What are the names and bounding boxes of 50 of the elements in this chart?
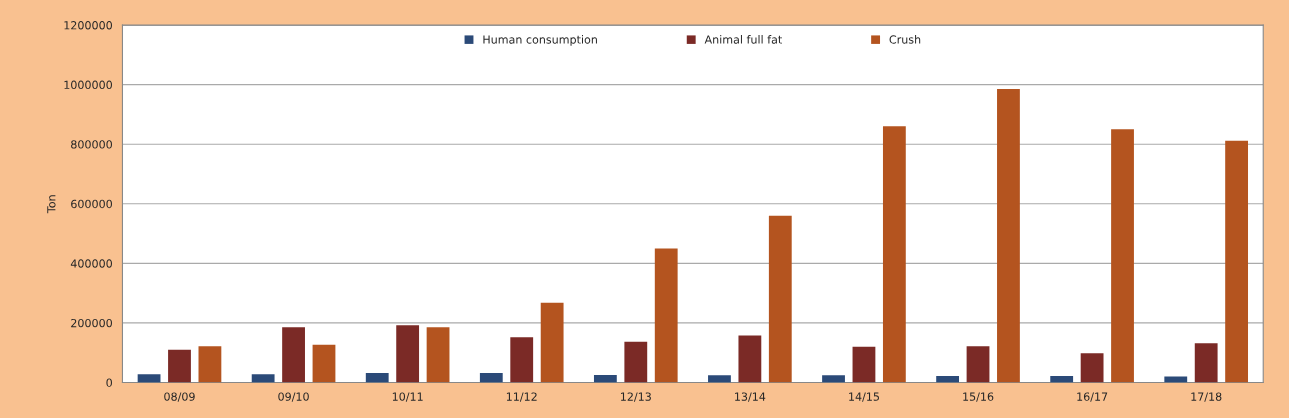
y-tick-label: 400000 [70, 259, 112, 268]
bar [768, 215, 792, 383]
bar [822, 375, 845, 383]
bar [1194, 343, 1218, 383]
bar [479, 372, 503, 383]
legend-label: Crush [889, 35, 921, 44]
bar [624, 341, 648, 383]
bar [997, 89, 1020, 383]
bar [1111, 129, 1134, 383]
bar [654, 248, 678, 383]
x-tick-label: 17/18 [1191, 392, 1222, 402]
x-tick-label: 12/13 [621, 392, 651, 402]
x-tick-label: 14/15 [849, 392, 879, 402]
bar [1050, 375, 1074, 383]
x-tick-label: 16/17 [1077, 392, 1108, 402]
legend-label: Human consumption [483, 35, 597, 46]
bar [426, 327, 450, 383]
y-axis-title: Ton [47, 195, 56, 214]
bar [365, 372, 389, 383]
x-tick-label: 13/14 [735, 392, 766, 402]
bar [540, 302, 564, 383]
bar [936, 375, 960, 383]
bar [168, 349, 191, 383]
y-tick-label: 600000 [71, 199, 112, 209]
y-tick-label: 1000000 [64, 80, 112, 90]
x-tick-label: 09/10 [278, 392, 309, 402]
bar [1225, 140, 1249, 383]
bar [312, 344, 336, 383]
bar [137, 374, 161, 383]
legend-label: Animal full fat [704, 35, 782, 44]
bar [251, 374, 275, 383]
x-tick-label: 10/11 [392, 392, 423, 402]
x-tick-label: 11/12 [506, 392, 537, 402]
bar [510, 337, 534, 383]
bar [198, 346, 222, 383]
bar [282, 327, 305, 383]
x-tick-label: 08/09 [164, 392, 195, 402]
bar [708, 375, 731, 383]
y-tick-label: 800000 [71, 140, 112, 149]
x-tick-label: 15/16 [963, 392, 994, 402]
bar [396, 325, 420, 383]
y-tick-label: 1200000 [64, 21, 112, 30]
bar [966, 346, 990, 383]
y-tick-label: 0 [106, 378, 112, 387]
bar [1080, 353, 1104, 383]
bar [852, 346, 876, 383]
bar [593, 375, 617, 383]
bar [882, 126, 906, 383]
bar [738, 335, 762, 383]
y-tick-label: 200000 [71, 318, 112, 328]
